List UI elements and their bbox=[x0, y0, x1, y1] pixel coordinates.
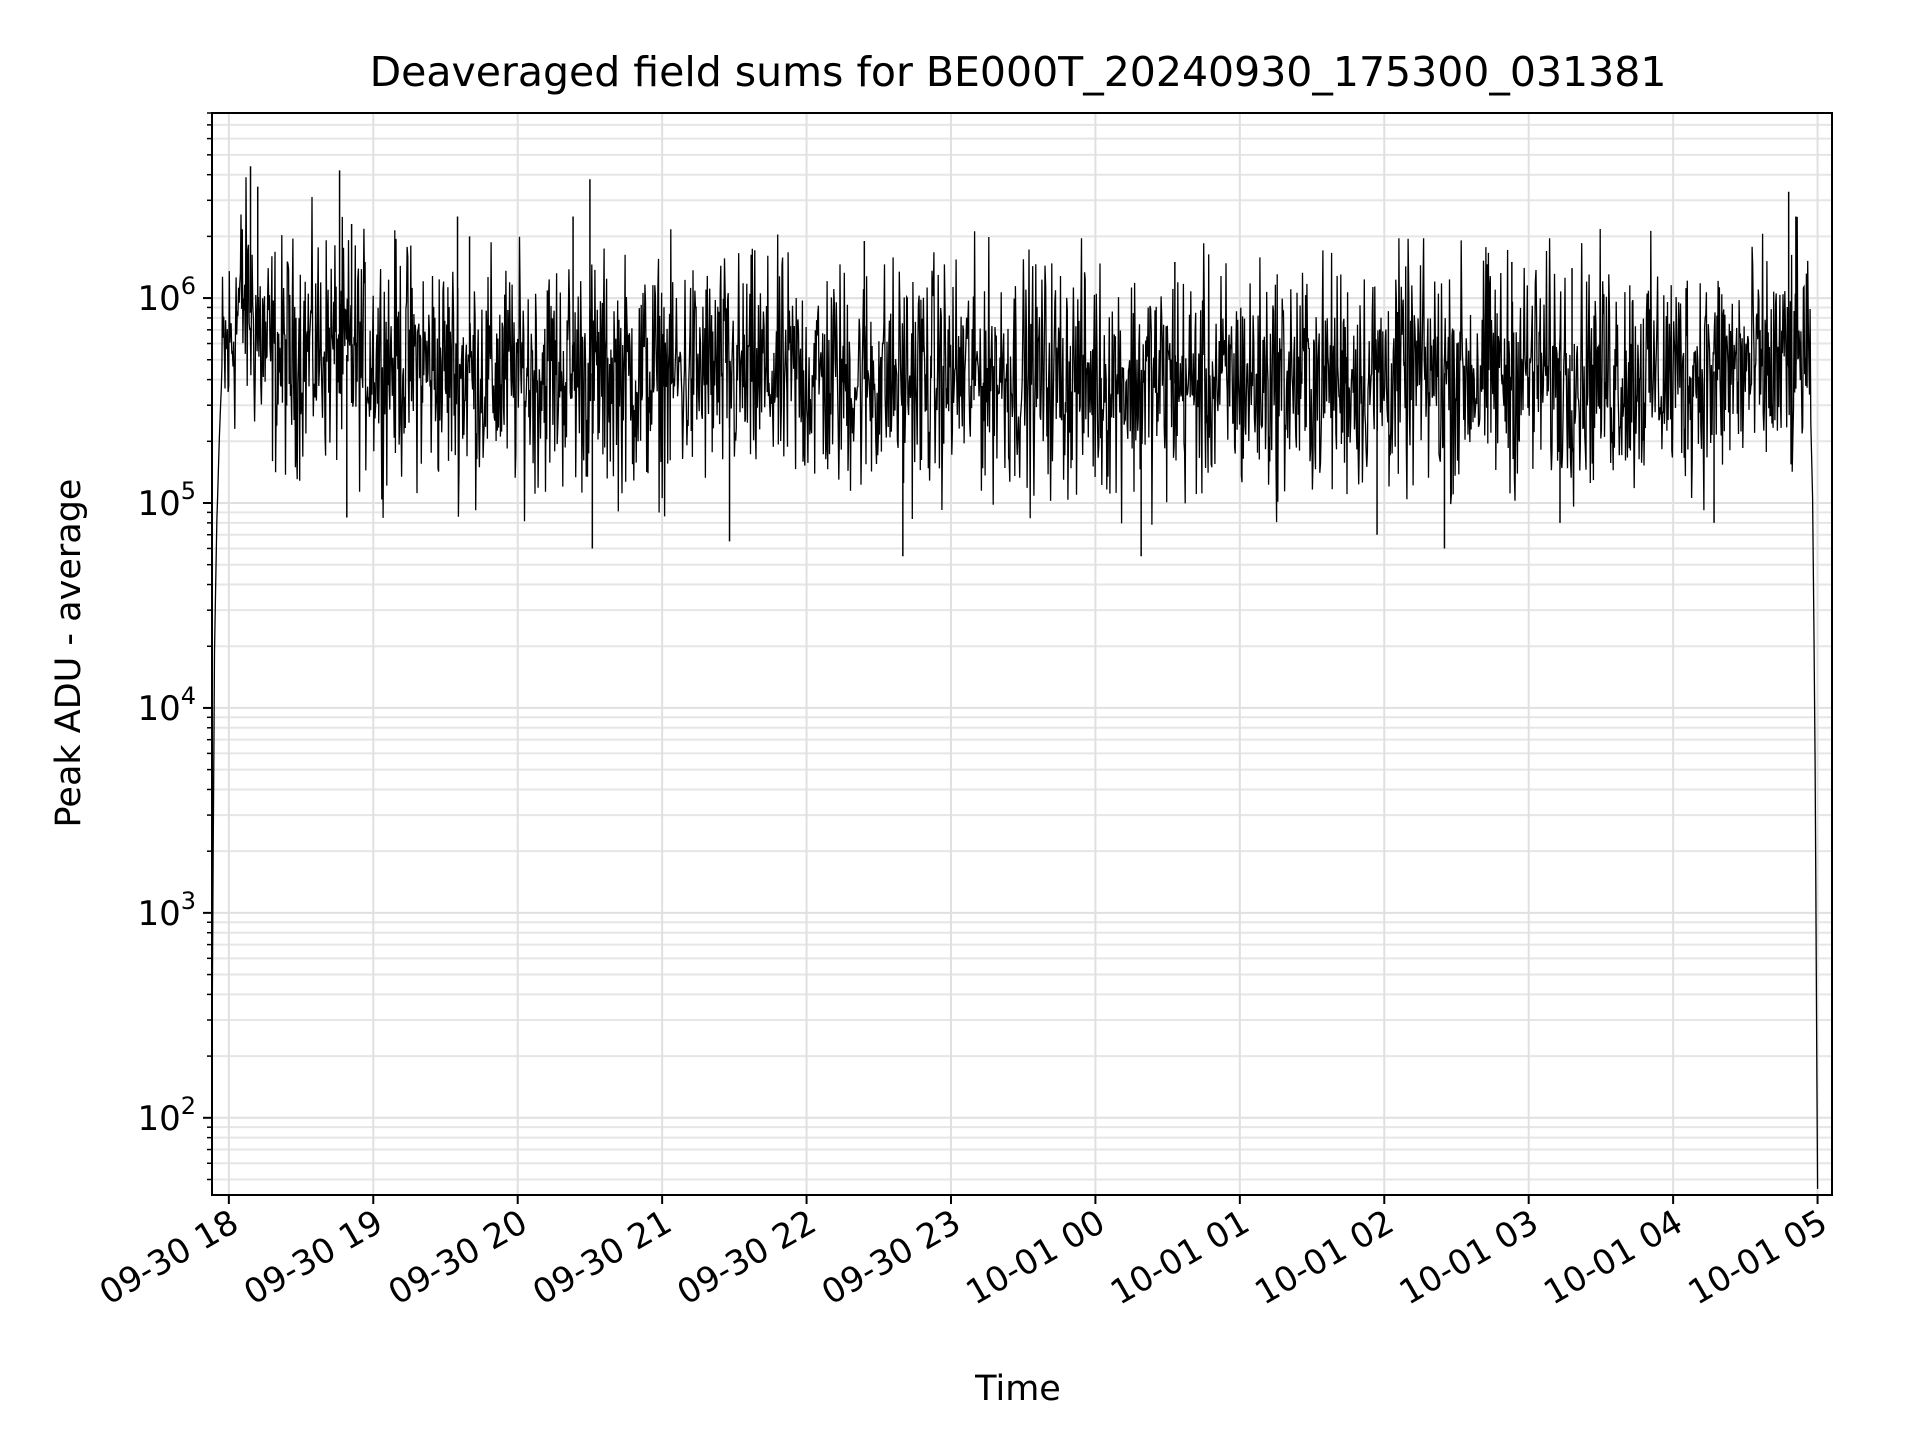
y-tick-label: 102 bbox=[137, 1092, 196, 1139]
series-line bbox=[211, 177, 1819, 1189]
y-axis: 102 103 104 105 106 bbox=[137, 112, 212, 1181]
y-tick-label: 106 bbox=[137, 272, 196, 319]
plot-frame bbox=[211, 112, 1833, 1196]
y-axis-label: Peak ADU - average bbox=[49, 479, 89, 828]
series-layer bbox=[211, 166, 1819, 1189]
chart-title: Deaveraged field sums for BE000T_2024093… bbox=[370, 48, 1667, 96]
y-tick-label: 104 bbox=[137, 682, 196, 729]
y-tick-label: 105 bbox=[137, 477, 196, 524]
x-axis-label: Time bbox=[974, 1369, 1061, 1409]
y-tick-label: 103 bbox=[137, 887, 196, 934]
